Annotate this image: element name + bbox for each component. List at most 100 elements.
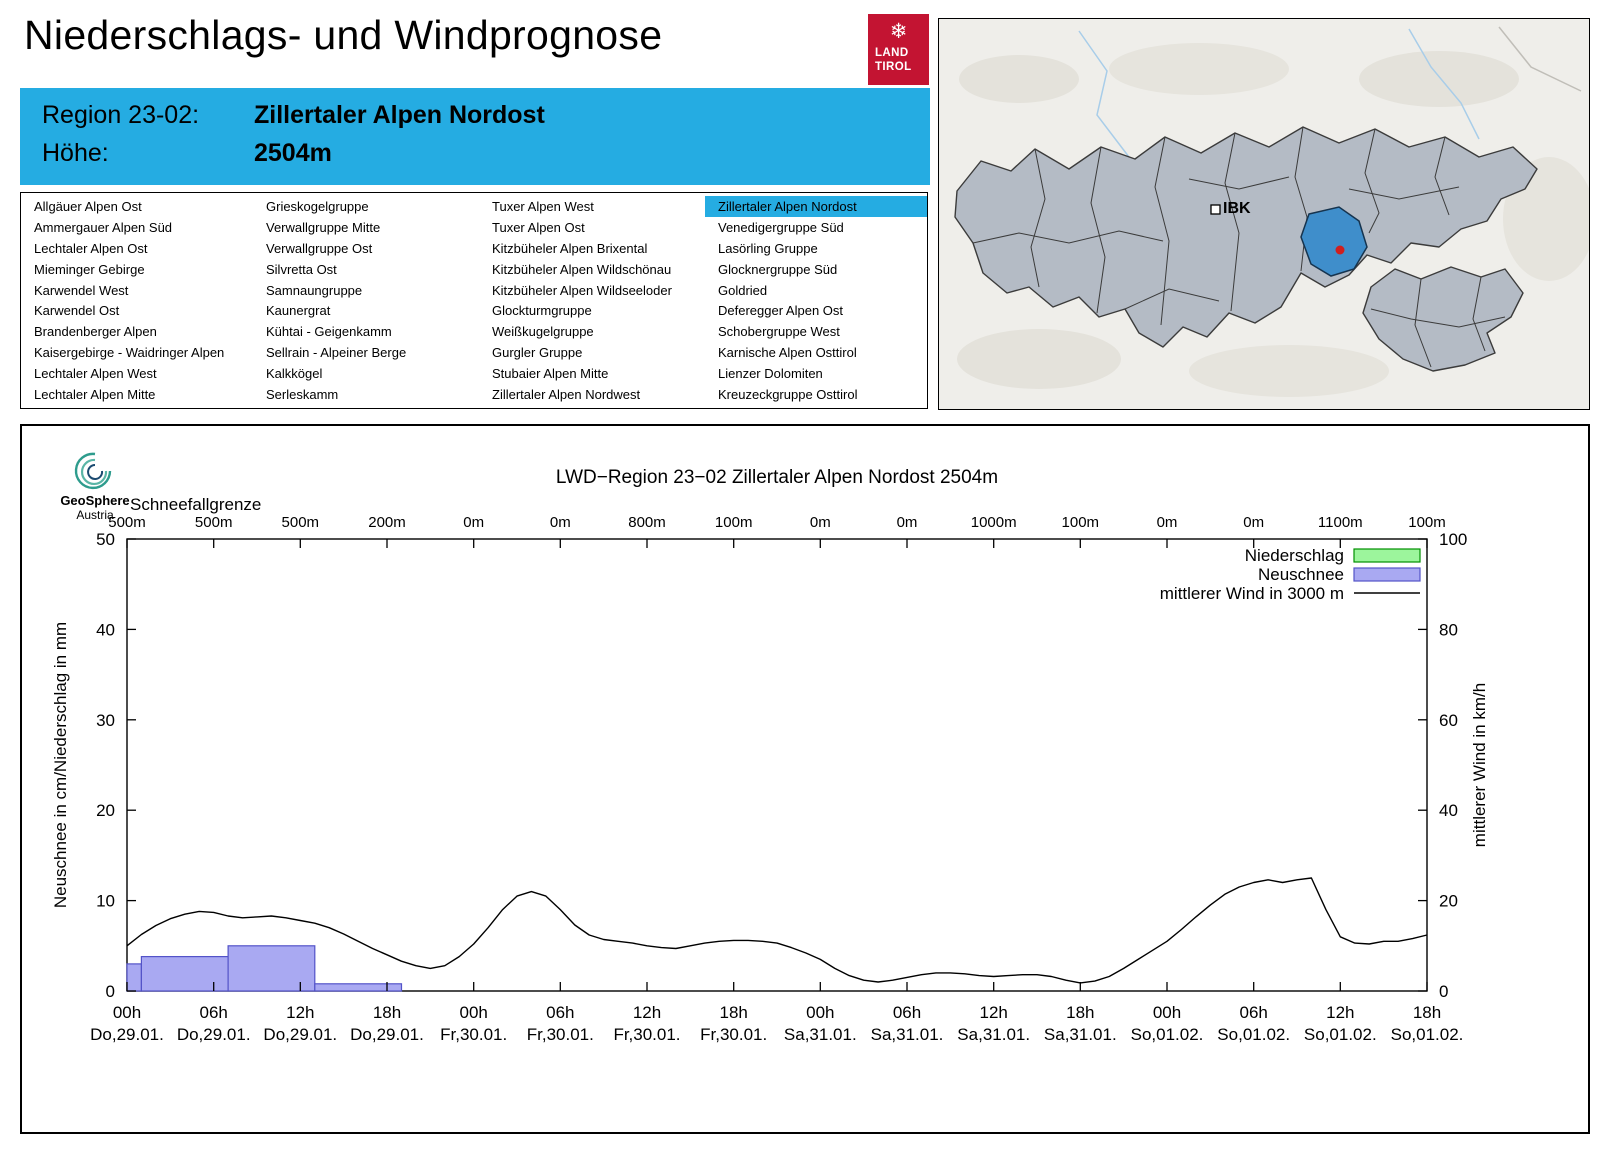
region-list-item[interactable]: Schobergruppe West [718,324,840,340]
region-list-item[interactable]: Kalkkögel [266,366,323,382]
x-tick-date: Sa,31.01. [784,1025,857,1044]
ibk-label: IBK [1223,200,1251,217]
region-list-item[interactable]: Samnaungruppe [266,282,363,298]
snowline-label: Schneefallgrenze [130,495,261,514]
region-list-item[interactable]: Kaunergrat [266,303,331,319]
region-list-item[interactable]: Glockturmgruppe [492,303,592,319]
neuschnee-bar [227,945,316,992]
region-list-item[interactable]: Lechtaler Alpen Mitte [34,387,156,403]
region-list-item[interactable]: Verwallgruppe Ost [266,240,373,256]
region-list-item[interactable]: Tuxer Alpen West [492,198,594,214]
snowline-value: 500m [108,514,146,531]
x-tick-date: Do,29.01. [177,1025,251,1044]
logo-land-text: LAND [875,47,909,59]
snowflake-icon: ❄ [889,20,908,43]
snowline-value: 0m [897,514,918,531]
river-line [1408,28,1480,140]
region-list-item[interactable]: Verwallgruppe Mitte [266,219,381,235]
region-list-item[interactable]: Tuxer Alpen Ost [492,219,585,235]
x-tick-time: 12h [633,1003,661,1022]
wind-line [126,877,1428,984]
region-list-item[interactable]: Kühtai - Geigenkamm [266,324,392,340]
region-list-item[interactable]: Gurgler Gruppe [492,345,583,361]
border-line [1498,26,1582,92]
region-list-item[interactable]: Kitzbüheler Alpen Brixental [492,240,648,256]
x-tick-date: Do,29.01. [350,1025,424,1044]
region-list-item[interactable]: Allgäuer Alpen Ost [34,198,142,214]
legend-niederschlag-label: Niederschlag [1245,546,1344,565]
y-left-tick-label: 40 [96,620,115,639]
snowline-value: 200m [368,514,406,531]
x-tick-date: So,01.02. [1217,1025,1290,1044]
map-region-borders [972,126,1506,368]
x-tick-time: 00h [806,1003,834,1022]
region-list-item[interactable]: Serleskamm [266,387,339,403]
region-list-item[interactable]: Stubaier Alpen Mitte [492,366,609,382]
snowline-value: 0m [1157,514,1178,531]
snowline-value: 500m [195,514,233,531]
legend-wind-label: mittlerer Wind in 3000 m [1160,584,1344,603]
region-list-item[interactable]: Lasörling Gruppe [718,240,818,256]
region-list-item[interactable]: Deferegger Alpen Ost [718,303,844,319]
austria-label: Austria [76,508,114,522]
x-tick-date: Sa,31.01. [957,1025,1030,1044]
snowline-value: 500m [282,514,320,531]
plot-border [126,538,1428,992]
y-right-tick-label: 80 [1439,620,1458,639]
x-tick-date: Sa,31.01. [871,1025,944,1044]
neuschnee-bar [314,983,403,992]
legend-niederschlag-swatch [1353,548,1421,563]
region-list-item[interactable]: Zillertaler Alpen Nordwest [492,387,641,403]
snowline-value: 0m [550,514,571,531]
y-left-tick-label: 10 [96,892,115,911]
map-region-highlighted[interactable] [1300,206,1368,277]
region-list-item[interactable]: Kitzbüheler Alpen Wildschönau [492,261,672,277]
neuschnee-bar [140,955,229,992]
region-list-item[interactable]: Kitzbüheler Alpen Wildseeloder [492,282,672,298]
region-list-item[interactable]: Karwendel Ost [34,303,120,319]
x-tick-time: 06h [546,1003,574,1022]
region-list-item[interactable]: Karwendel West [34,282,129,298]
x-tick-time: 06h [893,1003,921,1022]
region-list-item[interactable]: Lienzer Dolomiten [718,366,823,382]
y-left-tick-label: 20 [96,801,115,820]
region-list-item[interactable]: Brandenberger Alpen [34,324,157,340]
x-tick-date: Sa,31.01. [1044,1025,1117,1044]
land-tirol-logo: ❄ LAND TIROL [868,14,929,85]
region-list-item[interactable]: Silvretta Ost [266,261,337,277]
region-list-item[interactable]: Goldried [718,282,768,298]
region-list-item[interactable]: Karnische Alpen Osttirol [718,345,857,361]
region-list-item[interactable]: Lechtaler Alpen Ost [34,240,148,256]
region-label: Region 23-02: [42,101,200,129]
region-list: Allgäuer Alpen Ost Ammergauer Alpen Süd Le… [20,192,928,409]
region-list-item[interactable]: Zillertaler Alpen Nordost [705,196,927,217]
geosphere-logo: GeoSphere Austria [60,452,130,522]
region-list-item[interactable]: Kaisergebirge - Waidringer Alpen [34,345,225,361]
snowline-value: 100m [1408,514,1446,531]
y-left-axis-title: Neuschnee in cm/Niederschlag in mm [51,622,70,908]
x-tick-date: So,01.02. [1304,1025,1377,1044]
region-list-item[interactable]: Ammergauer Alpen Süd [34,219,173,235]
y-left-tick-label: 30 [96,711,115,730]
x-tick-date: So,01.02. [1131,1025,1204,1044]
region-list-item[interactable]: Grieskogelgruppe [266,198,369,214]
region-list-item[interactable]: Glocknergruppe Süd [718,261,838,277]
x-tick-time: 06h [200,1003,228,1022]
region-list-item[interactable]: Sellrain - Alpeiner Berge [266,345,407,361]
y-left-tick-label: 50 [96,530,115,549]
tirol-map: IBK [938,18,1590,410]
region-list-item[interactable]: Lechtaler Alpen West [34,366,157,382]
legend-neuschnee-label: Neuschnee [1258,565,1344,584]
snowline-value: 1000m [971,514,1017,531]
y-right-tick-label: 0 [1439,982,1448,1001]
x-tick-date: Fr,30.01. [700,1025,767,1044]
forecast-chart: LWD−Region 23−02 Zillertaler Alpen Nordo… [20,424,1590,1134]
region-list-item[interactable]: Venedigergruppe Süd [718,219,844,235]
region-list-item[interactable]: Mieminger Gebirge [34,261,145,277]
snowline-value: 0m [1243,514,1264,531]
region-list-item[interactable]: Weißkugelgruppe [492,324,594,340]
altitude-value: 2504m [254,139,332,167]
x-tick-time: 00h [460,1003,488,1022]
region-list-item[interactable]: Kreuzeckgruppe Osttirol [718,387,858,403]
x-tick-time: 12h [980,1003,1008,1022]
